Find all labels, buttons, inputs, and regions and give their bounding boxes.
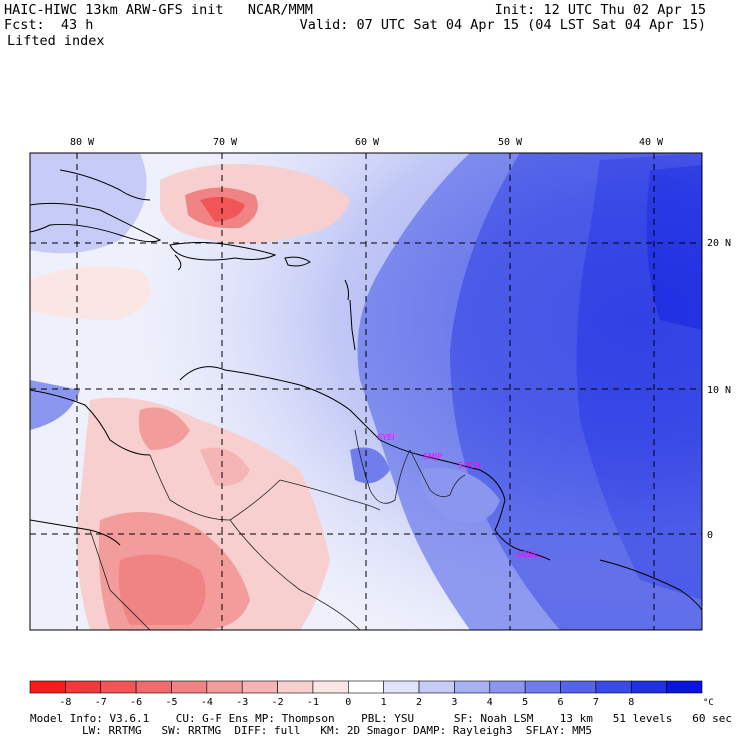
borders	[89, 429, 466, 630]
lat-label: 20 N	[707, 238, 731, 249]
colorbar-swatch	[312, 680, 349, 694]
station-label: SOCA	[458, 461, 481, 470]
colorbar-tick-label: 2	[416, 697, 422, 708]
colorbar-swatch	[595, 680, 632, 694]
colorbar-swatch	[383, 680, 420, 694]
colorbar-tick-label: -4	[201, 697, 213, 708]
colorbar-tick-label: 3	[451, 697, 457, 708]
forecast-hour: Fcst: 43 h	[4, 17, 94, 33]
station-labels: SYEI SMJP SOCA SBBE	[377, 433, 538, 559]
colorbar-tick-label: 6	[558, 697, 564, 708]
colorbar-swatch	[100, 680, 137, 694]
colorbar-swatch	[206, 680, 243, 694]
colorbar-tick-label: -2	[272, 697, 284, 708]
map-frame	[29, 152, 703, 631]
valid-time: Valid: 07 UTC Sat 04 Apr 15 (04 LST Sat …	[299, 17, 706, 33]
colorbar-tick-label: -8	[59, 697, 71, 708]
colorbar-swatch	[560, 680, 597, 694]
colorbar-tick-label: -6	[130, 697, 142, 708]
colorbar-tick-label: 4	[487, 697, 493, 708]
footer-model-info: Model Info: V3.6.1 CU: G-F Ens MP: Thomp…	[30, 712, 732, 725]
lat-label: 0	[707, 530, 713, 541]
colorbar-swatch	[630, 680, 667, 694]
colorbar-tick-label: -1	[307, 697, 319, 708]
colorbar-unit: °C	[703, 698, 714, 708]
colorbar-tick-label: 5	[522, 697, 528, 708]
lat-label: 10 N	[707, 385, 731, 396]
colorbar-swatch	[65, 680, 102, 694]
colorbar-swatch	[29, 680, 66, 694]
colorbar-swatch	[135, 680, 172, 694]
colorbar-tick-label: -7	[95, 697, 107, 708]
lon-label: 70 W	[213, 137, 238, 148]
station-label: SYEI	[377, 433, 394, 442]
station-label: SMJP	[423, 452, 442, 461]
lon-labels: 80 W 70 W 60 W 50 W 40 W	[70, 137, 664, 148]
lon-label: 40 W	[639, 137, 664, 148]
footer-physics: LW: RRTMG SW: RRTMG DIFF: full KM: 2D Sm…	[82, 724, 592, 737]
colorbar-tick-label: 7	[593, 697, 599, 708]
colorbar-tick-label: 8	[628, 697, 634, 708]
colorbar-tick-label: 1	[381, 697, 387, 708]
lon-label: 80 W	[70, 137, 95, 148]
lon-label: 60 W	[355, 137, 380, 148]
colorbar-swatch	[241, 680, 278, 694]
colorbar-swatch	[454, 680, 491, 694]
colorbar-swatch	[277, 680, 314, 694]
lon-label: 50 W	[498, 137, 523, 148]
colorbar-swatch	[524, 680, 561, 694]
colorbar-tick-label: -3	[236, 697, 248, 708]
init-time: Init: 12 UTC Thu 02 Apr 15	[494, 2, 706, 18]
colorbar-swatch	[348, 680, 384, 694]
lat-labels: 20 N 10 N 0	[707, 238, 731, 541]
lat-lon-grid	[30, 153, 702, 630]
colorbar-swatch	[666, 680, 703, 694]
colorbar-tick-label: -5	[165, 697, 177, 708]
colorbar: -8 -7 -6 -5 -4 -3 -2 -1 0 1 2 3 4 5 6 7 8 °C	[29, 680, 714, 708]
model-title: HAIC-HIWC 13km ARW-GFS init NCAR/MMM	[4, 2, 313, 18]
colorbar-tick-label: 0	[345, 697, 351, 708]
colorbar-swatch	[489, 680, 526, 694]
colorbar-swatch	[171, 680, 208, 694]
station-label: SBBE	[517, 550, 538, 559]
coastlines	[30, 169, 702, 611]
colorbar-swatch	[418, 680, 455, 694]
field-name: Lifted index	[7, 33, 105, 49]
